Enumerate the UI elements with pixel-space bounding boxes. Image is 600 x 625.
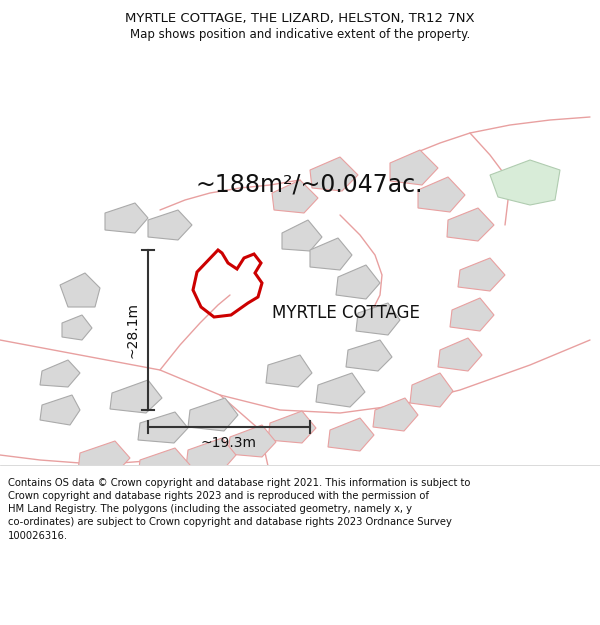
Polygon shape [62, 315, 92, 340]
Polygon shape [272, 180, 318, 213]
Polygon shape [450, 298, 494, 331]
Text: ~188m²/~0.047ac.: ~188m²/~0.047ac. [195, 173, 422, 197]
Polygon shape [356, 303, 400, 335]
Text: Contains OS data © Crown copyright and database right 2021. This information is : Contains OS data © Crown copyright and d… [8, 478, 470, 541]
Polygon shape [310, 157, 358, 191]
Polygon shape [490, 160, 560, 205]
Polygon shape [186, 438, 236, 471]
Polygon shape [60, 273, 100, 307]
Polygon shape [268, 411, 316, 443]
Polygon shape [40, 395, 80, 425]
Polygon shape [282, 220, 322, 251]
Polygon shape [228, 425, 276, 457]
Polygon shape [418, 177, 465, 212]
Polygon shape [310, 238, 352, 270]
Polygon shape [188, 398, 238, 431]
Polygon shape [78, 441, 130, 474]
Polygon shape [373, 398, 418, 431]
Polygon shape [138, 448, 190, 481]
Polygon shape [390, 150, 438, 185]
Polygon shape [328, 418, 374, 451]
Polygon shape [316, 373, 365, 407]
Text: MYRTLE COTTAGE: MYRTLE COTTAGE [272, 304, 420, 322]
Polygon shape [447, 208, 494, 241]
Polygon shape [110, 380, 162, 413]
Polygon shape [346, 340, 392, 371]
Polygon shape [105, 203, 148, 233]
Polygon shape [148, 210, 192, 240]
Polygon shape [138, 412, 188, 443]
Text: ~28.1m: ~28.1m [125, 302, 139, 358]
Polygon shape [40, 360, 80, 387]
Text: Map shows position and indicative extent of the property.: Map shows position and indicative extent… [130, 28, 470, 41]
Polygon shape [336, 265, 380, 299]
Polygon shape [438, 338, 482, 371]
Polygon shape [458, 258, 505, 291]
Text: MYRTLE COTTAGE, THE LIZARD, HELSTON, TR12 7NX: MYRTLE COTTAGE, THE LIZARD, HELSTON, TR1… [125, 12, 475, 25]
Polygon shape [266, 355, 312, 387]
Text: ~19.3m: ~19.3m [201, 436, 257, 450]
Polygon shape [410, 373, 453, 407]
